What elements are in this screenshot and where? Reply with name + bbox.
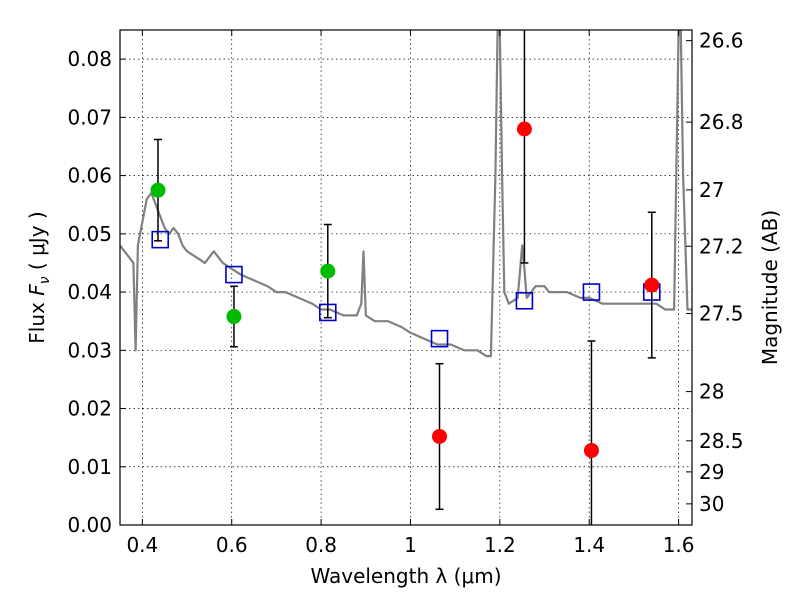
y-label-flux: Flux: [25, 296, 49, 344]
spectrum-path: [120, 30, 692, 358]
y-tick-label: 0.05: [67, 222, 112, 246]
observed-point-marker: [150, 182, 166, 198]
model-square-marker: [225, 265, 243, 284]
observed-point-marker: [516, 121, 532, 137]
mag-tick-label: 29: [699, 460, 724, 484]
mag-tick-label: 26.8: [699, 110, 744, 134]
observed-point-marker: [644, 277, 660, 293]
y-tick-label: 0.01: [67, 455, 112, 479]
model-square-marker: [515, 291, 534, 310]
mag-tick-label: 26.6: [699, 29, 744, 53]
plot-frame: [119, 29, 693, 526]
y-label-unit: ( μJy ): [25, 211, 49, 276]
y-label-symbol: F: [25, 284, 49, 296]
mag-tick-label: 27: [699, 178, 724, 202]
observed-point-marker: [226, 309, 242, 325]
y-axis-label: Flux Fν ( μJy ): [25, 211, 53, 343]
mag-tick-label: 28: [699, 380, 724, 404]
data-markers: [150, 121, 661, 458]
grid-lines: [120, 30, 692, 526]
y-tick-label: 0.07: [67, 105, 112, 129]
y-tick-label: 0.06: [67, 164, 112, 188]
y-label-subscript: ν: [37, 276, 53, 284]
x-axis-ticks: 0.4 0.6 0.8 1 1.2 1.4 1.6: [126, 30, 695, 557]
observed-point-marker: [432, 428, 448, 444]
x-tick-label: 1.6: [663, 533, 695, 557]
mag-tick-label: 27.2: [699, 234, 744, 258]
observed-point-marker: [320, 263, 336, 279]
x-tick-label: 0.4: [126, 533, 158, 557]
model-square-marker: [582, 283, 601, 301]
x-tick-label: 0.6: [216, 533, 248, 557]
y-tick-label: 0.03: [67, 338, 112, 362]
x-tick-label: 1.2: [484, 533, 516, 557]
x-tick-label: 0.8: [305, 533, 337, 557]
mag-tick-label: 30: [699, 492, 724, 516]
observed-point-marker: [583, 442, 599, 458]
y-tick-label: 0.02: [67, 397, 112, 421]
magnitude-axis-label: Magnitude (AB): [758, 210, 782, 365]
y-axis-ticks: 0.00 0.01 0.02 0.03 0.04 0.05 0.06 0.07 0.08: [67, 47, 126, 537]
error-bars: [153, 30, 656, 525]
x-tick-label: 1: [404, 533, 417, 557]
model-square-marker: [151, 230, 170, 249]
mag-tick-label: 27.5: [699, 302, 744, 326]
magnitude-axis-ticks: 26.6 26.8 27 27.2 27.5 28 28.5 29 30: [686, 29, 744, 516]
model-square-marker: [430, 329, 449, 348]
x-tick-label: 1.4: [573, 533, 605, 557]
mag-tick-label: 28.5: [699, 429, 744, 453]
spectrum-line: [120, 30, 692, 358]
y-tick-label: 0.00: [67, 513, 112, 537]
model-square-marker: [318, 303, 337, 322]
y-tick-label: 0.08: [67, 47, 112, 71]
x-axis-label: Wavelength λ (μm): [310, 564, 501, 588]
y-tick-label: 0.04: [67, 280, 112, 304]
